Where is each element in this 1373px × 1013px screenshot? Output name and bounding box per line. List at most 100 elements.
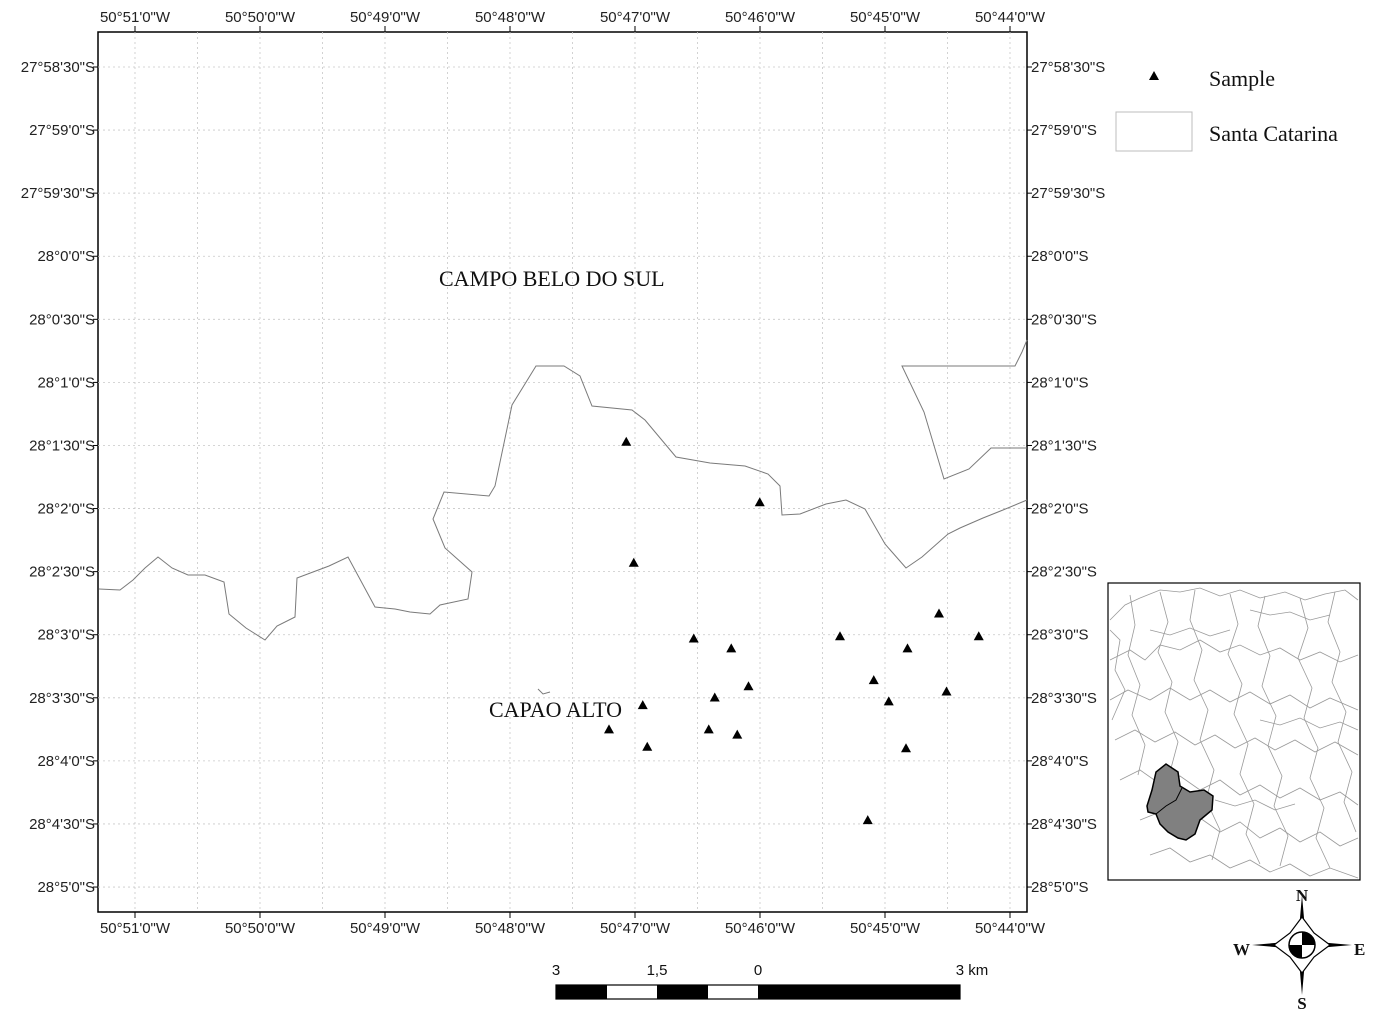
lat-label-right: 28°0'30"S [1031,311,1097,328]
sample-point [637,700,648,710]
scale-bar-segment-1 [556,985,607,999]
sample-point [688,633,699,643]
lat-label-right: 28°1'0"S [1031,374,1089,391]
lon-label-top: 50°48'0"W [475,9,546,26]
sample-point [628,557,639,567]
north-arrow: N S E W [1233,886,1365,1013]
scale-bar: 3 1,5 0 3 km [552,962,989,1000]
lon-label-bottom: 50°50'0"W [225,920,296,937]
lat-label-left: 27°58'30"S [21,59,95,76]
sample-point [835,631,845,641]
sample-point [934,608,944,618]
lat-label-left: 27°59'30"S [21,185,95,202]
sample-point [604,724,614,734]
lon-label-bottom: 50°51'0"W [100,920,171,937]
legend-sample-label: Sample [1209,66,1275,91]
lon-label-top: 50°47'0"W [600,9,671,26]
map-frame [97,31,1028,913]
lat-label-right: 28°3'30"S [1031,690,1097,707]
scale-label-3-km: 3 km [956,962,989,979]
legend: Sample Santa Catarina [1115,66,1338,152]
lon-label-bottom: 50°45'0"W [850,920,921,937]
sample-point [902,643,913,653]
main-map: CAMPO BELO DO SUL CAPAO ALTO [97,31,1028,913]
lat-label-right: 28°2'0"S [1031,501,1089,518]
compass-label-north: N [1296,886,1309,905]
sample-point [621,436,632,446]
lat-label-left: 28°2'0"S [37,501,95,518]
scale-bar-segment-3 [657,985,708,999]
sample-points [604,436,984,825]
lat-label-right: 27°59'30"S [1031,185,1105,202]
graticule [98,32,1027,912]
compass-quadrant-ne [1302,932,1315,945]
legend-sample-symbol [1149,71,1159,80]
boundary-line-east [901,339,1028,480]
lat-label-right: 28°0'0"S [1031,248,1089,265]
lat-label-left: 28°4'0"S [37,753,95,770]
lat-label-left: 28°2'30"S [29,564,95,581]
lon-label-bottom: 50°49'0"W [350,920,421,937]
latitude-labels-left: 27°58'30"S 27°59'0"S 27°59'30"S 28°0'0"S 28°… [21,59,98,896]
sample-point [743,681,754,691]
lat-label-left: 28°1'30"S [29,437,95,454]
lon-label-bottom: 50°48'0"W [475,920,546,937]
lon-label-top: 50°49'0"W [350,9,421,26]
lon-label-bottom: 50°47'0"W [600,920,671,937]
lat-label-left: 28°0'30"S [29,311,95,328]
lat-label-left: 28°4'30"S [29,816,95,833]
lat-label-left: 27°59'0"S [29,122,95,139]
sample-point [901,743,911,753]
place-label-campo-belo-do-sul: CAMPO BELO DO SUL [439,266,665,291]
inset-municipal-lines [1109,587,1359,879]
sample-point [754,497,765,507]
lat-label-right: 28°5'0"S [1031,879,1089,896]
lat-label-left: 28°5'0"S [37,879,95,896]
lat-label-left: 28°1'0"S [37,374,95,391]
lat-label-left: 28°3'30"S [29,690,95,707]
sample-point [703,724,714,734]
lon-label-bottom: 50°46'0"W [725,920,796,937]
inset-study-area-highlight [1146,763,1214,841]
longitude-labels-bottom: 50°51'0"W 50°50'0"W 50°49'0"W 50°48'0"W 50°4… [100,912,1046,937]
municipality-boundaries [98,339,1028,695]
compass-label-east: E [1354,940,1365,959]
inset-frame [1107,582,1361,881]
lat-label-left: 28°3'0"S [37,627,95,644]
lon-label-top: 50°50'0"W [225,9,296,26]
sample-point [732,729,743,739]
lat-label-right: 28°3'0"S [1031,627,1089,644]
lat-label-right: 28°4'30"S [1031,816,1097,833]
scale-label-3: 3 [552,962,560,979]
lon-label-bottom: 50°44'0"W [975,920,1046,937]
latitude-labels-right: 27°58'30"S 27°59'0"S 27°59'30"S 28°0'0"S 28°… [1027,59,1105,896]
compass-label-south: S [1297,994,1306,1013]
lon-label-top: 50°44'0"W [975,9,1046,26]
sample-point [709,692,720,702]
scale-label-0: 0 [754,962,762,979]
lat-label-right: 27°58'30"S [1031,59,1105,76]
inset-study-area-divider [1155,787,1183,815]
compass-quadrant-sw [1289,945,1302,958]
legend-santa-catarina-label: Santa Catarina [1209,121,1338,146]
lon-label-top: 50°46'0"W [725,9,796,26]
lat-label-right: 28°2'30"S [1031,564,1097,581]
sample-point [973,631,984,641]
sample-point [883,696,894,706]
sample-point [862,815,873,825]
lat-label-right: 28°4'0"S [1031,753,1089,770]
lat-label-right: 27°59'0"S [1031,122,1097,139]
sample-point [941,686,952,696]
place-label-capao-alto: CAPAO ALTO [489,697,622,722]
lon-label-top: 50°51'0"W [100,9,171,26]
lat-label-right: 28°1'30"S [1031,437,1097,454]
inset-map [1107,582,1361,881]
sample-point [642,741,653,751]
scale-bar-segment-right [758,985,960,999]
lon-label-top: 50°45'0"W [850,9,921,26]
lat-label-left: 28°0'0"S [37,248,95,265]
longitude-labels-top: 50°51'0"W 50°50'0"W 50°49'0"W 50°48'0"W 50°4… [100,9,1046,32]
boundary-line-small [537,688,551,695]
boundary-line-main [98,365,1028,641]
